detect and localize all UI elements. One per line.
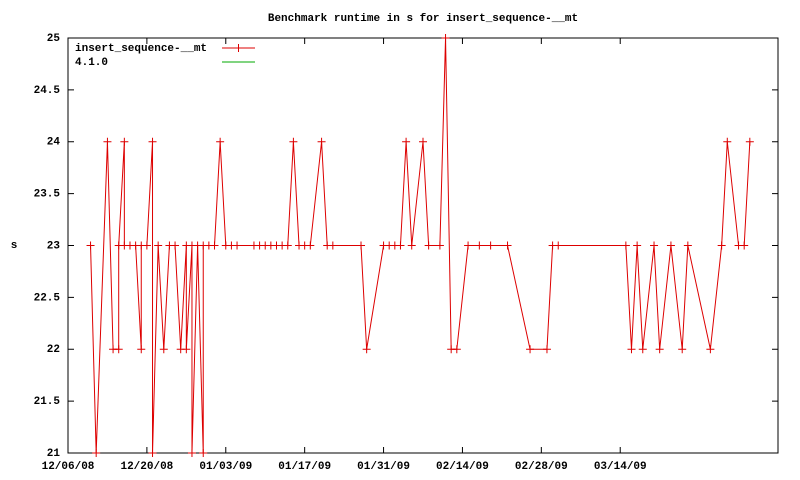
chart-title: Benchmark runtime in s for insert_sequen… [268, 13, 578, 25]
point [745, 137, 754, 146]
x-tick-label: 03/14/09 [594, 461, 647, 473]
point [542, 345, 551, 354]
point [407, 241, 416, 250]
x-tick-label: 01/03/09 [199, 461, 252, 473]
point [362, 345, 371, 354]
point [120, 137, 129, 146]
point [526, 345, 535, 354]
y-tick-label: 23 [47, 240, 61, 252]
point [666, 241, 675, 250]
point [650, 241, 659, 250]
x-tick-label: 02/14/09 [436, 461, 489, 473]
point [306, 241, 315, 250]
point [638, 345, 647, 354]
point [182, 345, 191, 354]
point [86, 241, 95, 250]
point [678, 345, 687, 354]
point [740, 241, 749, 250]
x-tick-label: 12/20/08 [120, 461, 173, 473]
point [159, 345, 168, 354]
point [114, 345, 123, 354]
point [233, 241, 242, 250]
y-tick-label: 22.5 [34, 292, 61, 304]
point [148, 449, 157, 457]
point [396, 241, 405, 250]
point [554, 241, 563, 250]
point [435, 241, 444, 250]
legend-label: 4.1.0 [75, 57, 108, 69]
y-tick-label: 25 [47, 33, 61, 45]
point [655, 345, 664, 354]
point [503, 241, 512, 250]
point [402, 137, 411, 146]
point [723, 137, 732, 146]
point [475, 241, 484, 250]
point [717, 241, 726, 250]
point [486, 241, 495, 250]
point [142, 241, 151, 250]
legend-label: insert_sequence-__mt [75, 43, 207, 55]
point [317, 137, 326, 146]
point [199, 449, 208, 457]
y-axis-label: s [11, 240, 18, 252]
y-tick-label: 24 [47, 137, 61, 149]
y-tick-label: 21.5 [34, 396, 61, 408]
point [289, 137, 298, 146]
point [92, 449, 101, 457]
y-tick-label: 24.5 [34, 85, 61, 97]
point [633, 241, 642, 250]
x-tick-label: 01/31/09 [357, 461, 410, 473]
point [216, 137, 225, 146]
point [357, 241, 366, 250]
point [683, 241, 692, 250]
point [627, 345, 636, 354]
point [283, 241, 292, 250]
point [154, 241, 163, 250]
point [419, 137, 427, 146]
point [210, 241, 219, 250]
point [706, 345, 715, 354]
point [452, 345, 461, 354]
point [171, 241, 180, 250]
x-tick-label: 02/28/09 [515, 461, 568, 473]
x-tick-label: 12/06/08 [42, 461, 95, 473]
point [621, 241, 630, 250]
x-tick-label: 01/17/09 [278, 461, 331, 473]
y-tick-label: 23.5 [34, 189, 61, 201]
point [137, 345, 146, 354]
point [424, 241, 433, 250]
point [464, 241, 473, 250]
y-tick-label: 22 [47, 344, 60, 356]
point [328, 241, 337, 250]
point [148, 137, 157, 146]
point [234, 44, 243, 52]
point [103, 137, 112, 146]
point [187, 449, 196, 457]
point [441, 34, 450, 42]
y-tick-label: 21 [47, 448, 61, 460]
